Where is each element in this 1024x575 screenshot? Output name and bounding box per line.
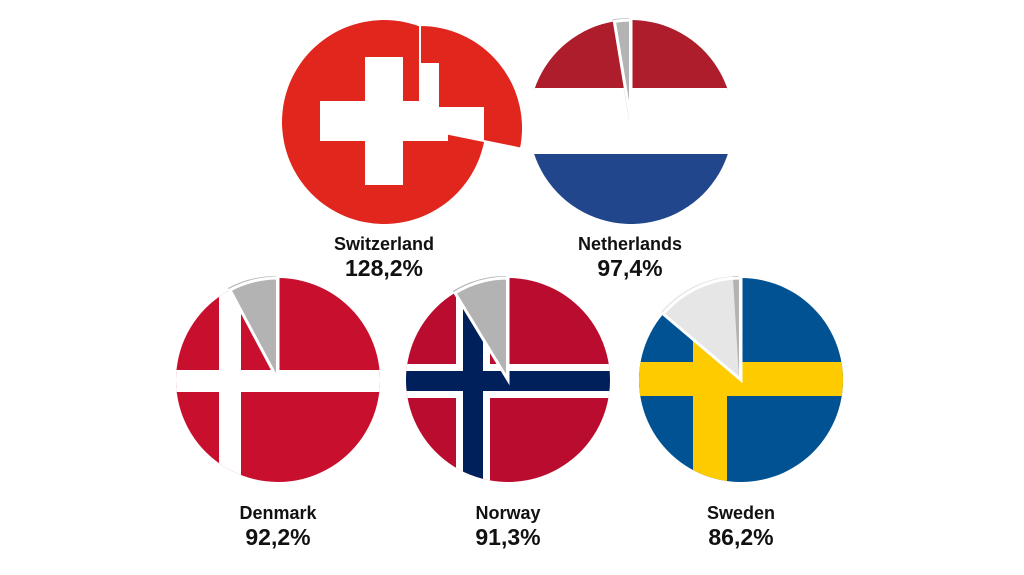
country-name: Denmark [239, 503, 317, 523]
country-value: 97,4% [597, 254, 663, 281]
country-value: 128,2% [344, 254, 423, 281]
label-norway: Norway 91,3% [398, 503, 618, 550]
label-denmark: Denmark 92,2% [168, 503, 388, 550]
pie-slice-remainder [661, 276, 739, 378]
label-sweden: Sweden 86,2% [631, 503, 851, 550]
pie-slice-remainder-edge [732, 276, 739, 378]
label-netherlands: Netherlands 97,4% [520, 234, 740, 281]
country-value: 92,2% [245, 523, 311, 550]
flag-pie-norway [406, 276, 610, 482]
flag-pie-netherlands [529, 18, 733, 225]
country-name: Norway [475, 503, 541, 523]
flag-pie-switzerland [282, 20, 524, 224]
country-name: Netherlands [577, 234, 683, 254]
flag-pie-sweden [639, 276, 843, 482]
label-switzerland: Switzerland 128,2% [274, 234, 494, 281]
country-name: Sweden [706, 503, 776, 523]
country-value: 91,3% [475, 523, 541, 550]
country-name: Switzerland [333, 234, 435, 254]
flag-pie-denmark [176, 276, 380, 482]
country-value: 86,2% [708, 523, 774, 550]
